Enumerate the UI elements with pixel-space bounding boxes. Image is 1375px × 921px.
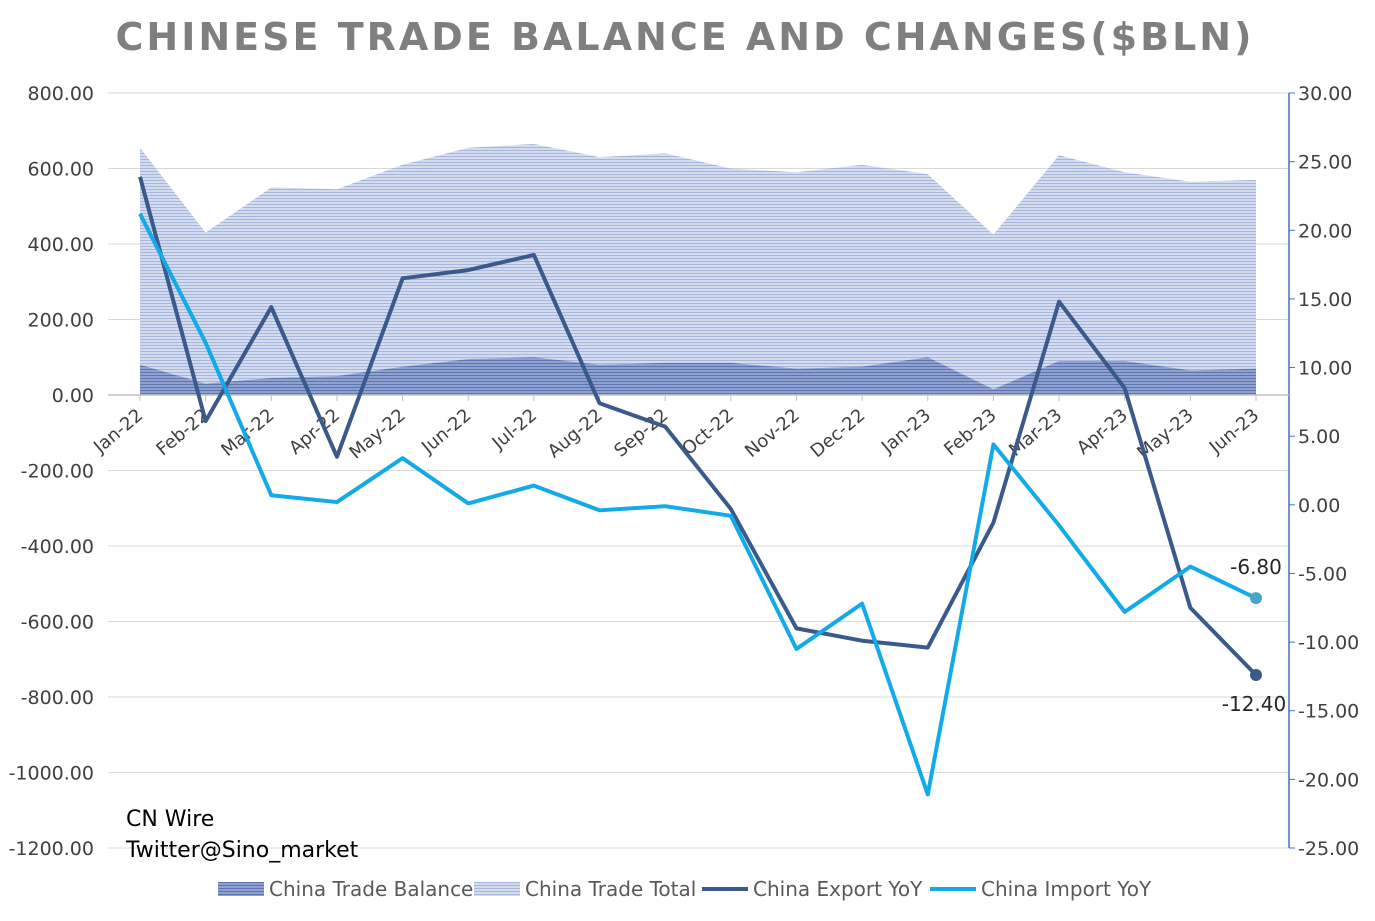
- x-axis-tick: Nov-22: [741, 405, 804, 462]
- x-axis-tick: Dec-22: [807, 405, 870, 462]
- legend-label: China Trade Total: [525, 877, 696, 901]
- watermark-line2: Twitter@Sino_market: [125, 838, 359, 863]
- line-china-export-yoy: [138, 176, 1258, 677]
- legend-swatch: [218, 882, 264, 896]
- left-axis-tick: -400.00: [21, 536, 94, 558]
- right-axis-tick: -25.00: [1298, 838, 1359, 860]
- right-axis-tick: -5.00: [1298, 563, 1347, 585]
- area-china-trade-balance: [140, 357, 1256, 395]
- left-axis-tick: -600.00: [21, 612, 94, 634]
- right-axis-tick: 25.00: [1298, 152, 1352, 174]
- left-axis-tick: 800.00: [28, 83, 94, 105]
- left-axis-tick: -1200.00: [9, 838, 94, 860]
- left-axis-tick: 400.00: [28, 234, 94, 256]
- left-axis-tick: 600.00: [28, 159, 94, 181]
- x-axis-tick: Jul-22: [488, 405, 541, 455]
- right-axis-tick: 20.00: [1298, 220, 1352, 242]
- data-label: -12.40: [1222, 692, 1286, 716]
- right-axis-tick: -20.00: [1298, 769, 1359, 791]
- area-china-trade-total: [140, 143, 1256, 395]
- x-axis-tick: Jun-23: [1205, 405, 1263, 459]
- chart-title: CHINESE TRADE BALANCE AND CHANGES($BLN): [116, 15, 1255, 59]
- x-axis-tick: May-22: [346, 405, 410, 464]
- point-china-export-yoy: [1250, 669, 1262, 682]
- data-labels: -6.80 -12.40: [1222, 555, 1286, 716]
- watermark-line1: CN Wire: [126, 807, 214, 832]
- legend-label: China Trade Balance: [269, 877, 473, 901]
- left-axis-tick: -800.00: [21, 687, 94, 709]
- legend-swatch: [474, 882, 520, 896]
- left-axis-tick: -1000.00: [9, 763, 94, 785]
- line-china-import-yoy: [138, 212, 1257, 797]
- x-axis-tick: Aug-22: [544, 405, 607, 463]
- legend-label: China Export YoY: [753, 877, 923, 901]
- area-series: [140, 143, 1256, 395]
- right-axis-tick: 5.00: [1298, 426, 1340, 448]
- left-axis-tick: 200.00: [28, 310, 94, 332]
- data-label: -6.80: [1230, 555, 1282, 579]
- left-axis-tick: 0.00: [52, 385, 94, 407]
- left-axis-tick: -200.00: [21, 461, 94, 483]
- right-axis-tick: 10.00: [1298, 358, 1352, 380]
- x-axis-tick: Jun-22: [417, 405, 475, 459]
- legend-label: China Import YoY: [981, 877, 1152, 901]
- x-axis-tick: Apr-23: [1073, 405, 1132, 459]
- right-axis-tick: -15.00: [1298, 701, 1359, 723]
- legend: China Trade Balance China Trade Total Chin…: [218, 877, 1152, 901]
- x-axis-tick: Jan-23: [877, 405, 935, 458]
- right-axis-tick: 30.00: [1298, 83, 1352, 105]
- right-axis-tick: 0.00: [1298, 495, 1340, 517]
- x-axis-tick: Sep-22: [610, 405, 672, 462]
- x-axis-tick: Jan-22: [89, 405, 147, 458]
- right-axis-tick: -10.00: [1298, 632, 1359, 654]
- right-axis-tick: 15.00: [1298, 289, 1352, 311]
- x-axis-tick: Mar-22: [217, 405, 278, 461]
- point-china-import-yoy: [1250, 592, 1262, 605]
- line-series: [138, 176, 1262, 797]
